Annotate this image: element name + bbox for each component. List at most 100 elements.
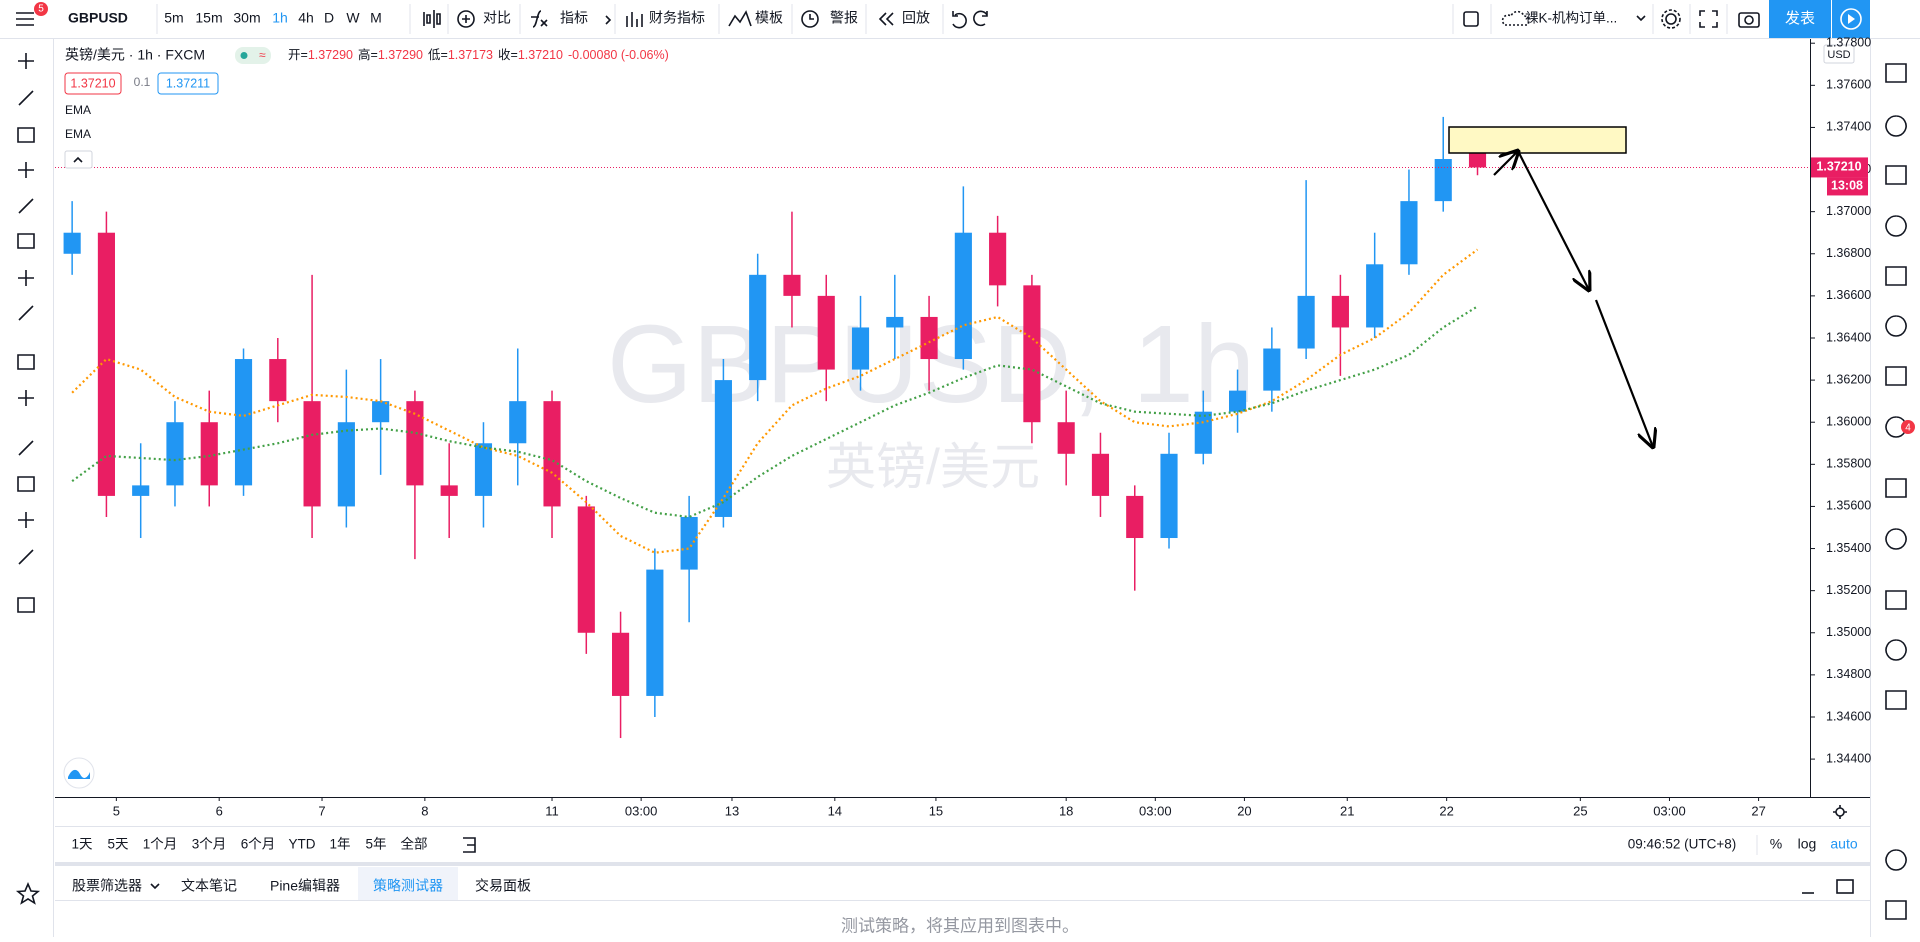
interval[interactable]: W <box>346 10 360 26</box>
legend-item: 1.37210 <box>518 48 563 62</box>
interval[interactable]: 1h <box>272 10 288 26</box>
interval[interactable]: 30m <box>233 10 260 26</box>
candle-body <box>1023 285 1041 423</box>
y-tick-label: 1.35400 <box>1826 541 1871 555</box>
sidebar-icon[interactable] <box>1885 63 1907 83</box>
tool-icon[interactable] <box>18 305 34 321</box>
tab-dropdown[interactable] <box>150 883 160 890</box>
sidebar-icon[interactable] <box>1885 639 1907 661</box>
auto-toggle[interactable]: auto <box>1830 836 1857 852</box>
tool-icon[interactable] <box>17 354 35 370</box>
tool-icon[interactable] <box>18 549 34 565</box>
sidebar-icon[interactable] <box>1885 366 1907 386</box>
range-button[interactable]: 3个月 <box>192 837 227 852</box>
chart-type-icon[interactable] <box>423 10 441 28</box>
legend-item: 低= <box>428 48 448 62</box>
drawn-arrows[interactable] <box>1493 151 1653 447</box>
toolbar-button[interactable]: 回放 <box>902 10 930 26</box>
candle-body <box>989 232 1007 286</box>
range-button[interactable]: 全部 <box>401 836 428 852</box>
toolbar-button[interactable]: 财务指标 <box>649 10 705 26</box>
range-button[interactable]: 1年 <box>329 837 350 852</box>
legend-item: 收= <box>498 48 518 62</box>
tool-icon[interactable] <box>18 53 34 69</box>
menu-button[interactable] <box>16 2 48 26</box>
tool-icon[interactable] <box>18 162 34 178</box>
panel-tab[interactable]: Pine编辑器 <box>270 878 340 894</box>
range-button[interactable]: 5年 <box>365 837 386 852</box>
interval[interactable]: 5m <box>164 10 183 26</box>
sidebar-icon[interactable] <box>1885 115 1907 137</box>
range-button[interactable]: 6个月 <box>241 837 276 852</box>
publish-label[interactable]: 发表 <box>1785 10 1815 27</box>
symbol[interactable]: GBPUSD <box>68 10 128 26</box>
toolbar-button[interactable]: 模板 <box>755 10 783 26</box>
y-tick-label: 1.37600 <box>1826 78 1871 92</box>
sidebar-icon[interactable] <box>1885 165 1907 185</box>
sidebar-icon[interactable] <box>1885 215 1907 237</box>
y-tick-label: 1.35200 <box>1826 583 1871 597</box>
interval[interactable]: D <box>324 10 334 26</box>
candle-body <box>1194 411 1212 454</box>
tool-icon[interactable] <box>17 233 35 249</box>
sell-price[interactable]: 1.37210 <box>70 76 115 90</box>
x-tick-label: 27 <box>1751 803 1765 818</box>
last-price-tag <box>1811 157 1868 178</box>
publish-button[interactable] <box>1769 0 1831 38</box>
percent-toggle[interactable]: % <box>1770 836 1782 852</box>
range-button[interactable]: YTD <box>289 837 316 852</box>
sidebar-icon[interactable] <box>1885 528 1907 550</box>
sidebar-icon[interactable] <box>1885 849 1907 871</box>
sidebar-icon[interactable] <box>1885 590 1907 610</box>
tool-icon[interactable] <box>18 512 34 528</box>
x-tick-label: 21 <box>1340 803 1354 818</box>
candle-body <box>1228 390 1247 412</box>
sidebar-icon[interactable] <box>1885 266 1907 286</box>
sell-box[interactable] <box>64 72 122 95</box>
candle-body <box>1366 264 1384 328</box>
candle-body <box>1468 150 1487 168</box>
x-tick-label: 5 <box>113 803 120 818</box>
range-button[interactable]: 5天 <box>107 837 129 852</box>
panel-tab[interactable]: 文本笔记 <box>181 878 237 894</box>
sidebar-icon[interactable] <box>1885 478 1907 498</box>
x-tick-label: 8 <box>421 803 428 818</box>
range-button[interactable]: 1个月 <box>143 837 178 852</box>
panel-tab[interactable]: 股票筛选器 <box>72 878 142 894</box>
drawn-rectangle[interactable] <box>1448 126 1627 154</box>
tool-icon[interactable] <box>17 127 35 143</box>
tool-icon[interactable] <box>18 198 34 214</box>
sidebar-icon[interactable] <box>1885 315 1907 337</box>
interval[interactable]: 4h <box>298 10 314 26</box>
interval[interactable]: 15m <box>195 10 222 26</box>
sidebar-icon[interactable] <box>1885 416 1907 438</box>
toolbar-button[interactable]: 指标 <box>560 10 588 26</box>
toolbar-button[interactable]: 警报 <box>830 10 858 26</box>
panel-tab[interactable]: 策略测试器 <box>373 878 443 894</box>
interval[interactable]: M <box>370 10 382 26</box>
y-tick-label: 1.37800 <box>1826 36 1871 50</box>
range-button[interactable]: 1天 <box>71 837 93 852</box>
x-tick-label: 03:00 <box>1139 803 1172 818</box>
candle-body <box>372 401 390 423</box>
log-toggle[interactable]: log <box>1798 836 1817 852</box>
candle-body <box>97 232 115 496</box>
candle-body <box>714 380 732 517</box>
tool-icon[interactable] <box>17 597 35 613</box>
candle-body <box>440 485 458 496</box>
tool-icon[interactable] <box>17 476 35 492</box>
buy-box[interactable] <box>157 72 219 95</box>
countdown-tag <box>1827 177 1868 196</box>
toolbar-button[interactable]: 对比 <box>483 10 511 26</box>
tool-icon[interactable] <box>18 270 34 286</box>
sidebar-icon[interactable] <box>1885 690 1907 710</box>
tool-icon[interactable] <box>18 90 34 106</box>
sidebar-icon[interactable] <box>1885 900 1907 920</box>
tool-icon[interactable] <box>18 440 34 456</box>
layout-name[interactable]: 裸K-机构订单... <box>1525 11 1617 26</box>
buy-price[interactable]: 1.37211 <box>166 76 210 90</box>
tool-icon[interactable] <box>18 390 34 406</box>
panel-tab[interactable]: 交易面板 <box>475 878 531 894</box>
candle-body <box>1091 453 1110 496</box>
